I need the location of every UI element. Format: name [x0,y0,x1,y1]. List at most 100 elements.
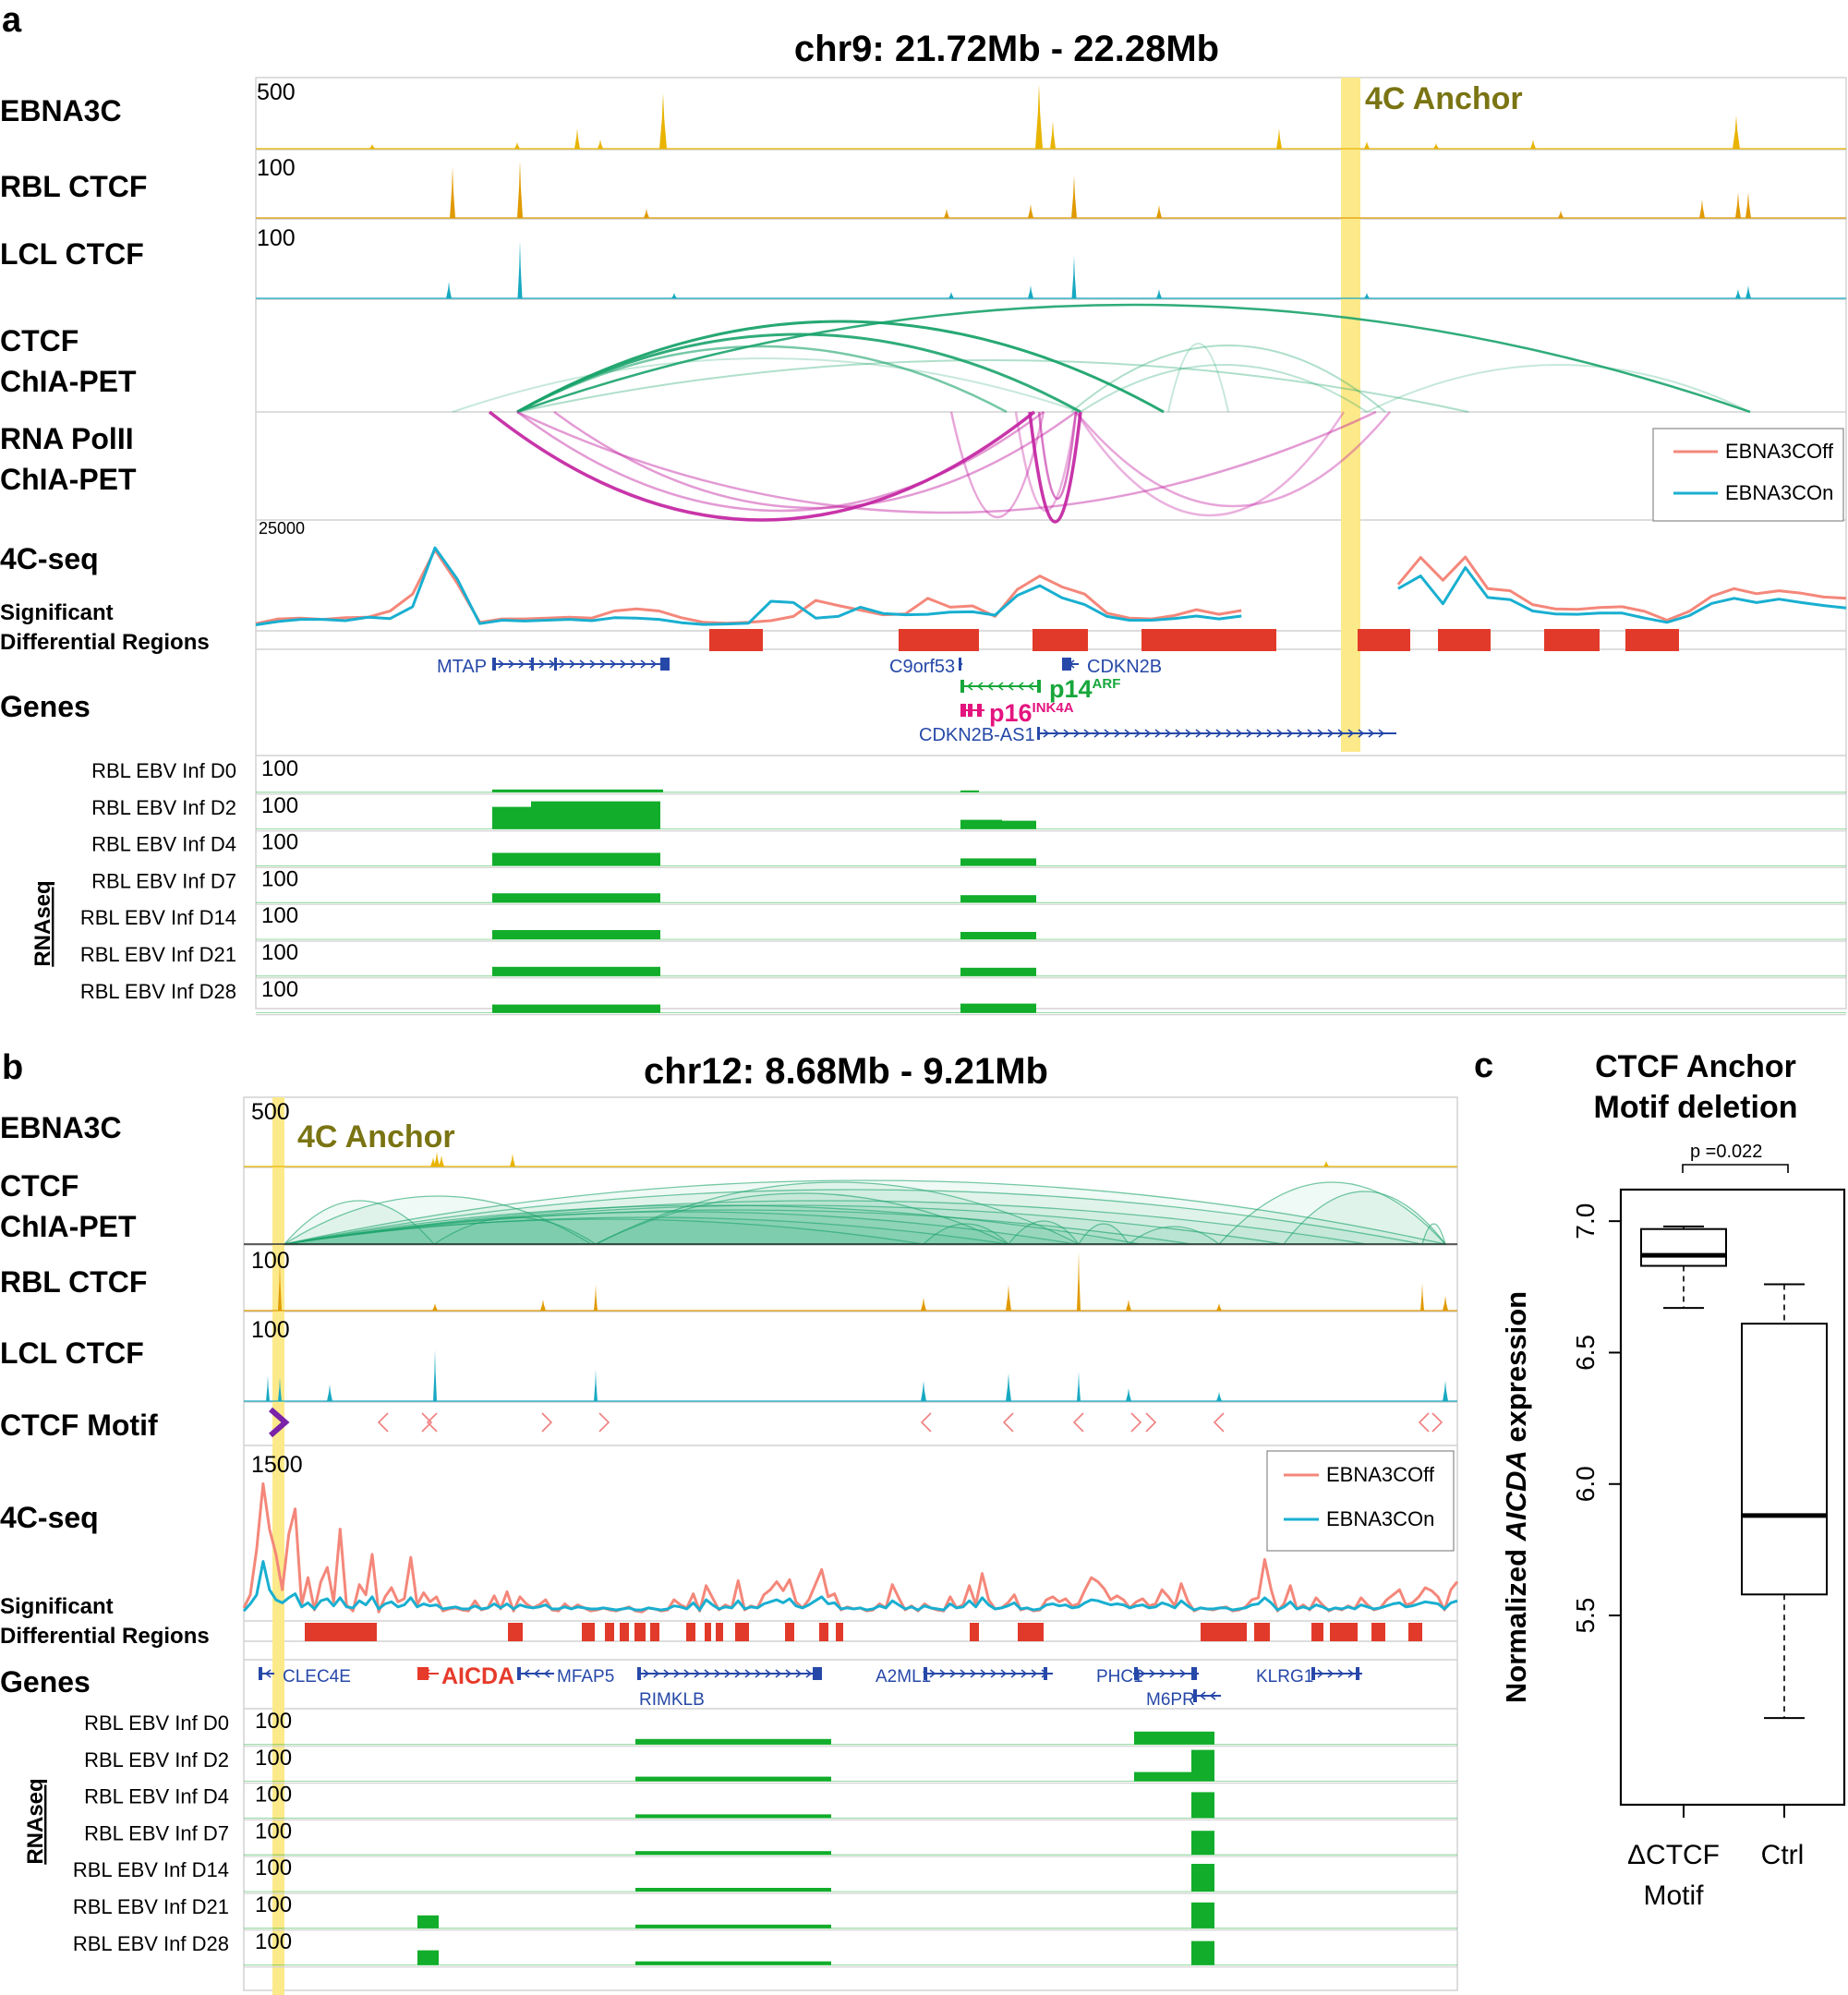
panel-b-frame [243,1096,1458,1991]
panel-c-y-axis: 5.5 6.0 6.5 7.0 [1571,1203,1622,1634]
a-rnaseq-row-scale: 100 [261,940,298,965]
gene-cdkn2b-as1-arrow-icon [1175,729,1182,738]
a-rnaseq-expression-block [492,1004,660,1013]
gene-rimklb-exon [813,1667,822,1680]
ctcf-chiapet-arc [1167,343,1229,413]
b-rnaseq-row-scale: 100 [255,1709,292,1734]
a-rnaseq-row-scale: 100 [261,793,298,818]
a-rnaseq-row-scale: 100 [261,977,298,1002]
b-lcl-peak [1216,1392,1222,1401]
b-rnaseq-expression-block [635,1961,831,1965]
b-rnaseq-row-label: RBL EBV Inf D14 [73,1858,229,1881]
panel-c: c CTCF Anchor Motif deletion Normalized … [1474,1046,1846,1911]
a-fourc-label: 4C-seq [0,542,99,575]
a-rbl-peak [1558,211,1564,218]
gene-a2ml1-arrow-icon [980,1669,987,1678]
a-ebna3c-peak [1035,84,1043,149]
gene-cdkn2b-as1-arrow-icon [1368,729,1375,738]
gene-rimklb-arrow-icon [694,1669,701,1678]
b-rnaseq-row-label: RBL EBV Inf D2 [84,1748,229,1771]
gene-label-a2ml1: A2ML1 [876,1667,931,1687]
panel-c-boxes [1640,1225,1828,1720]
gene-label-p14: p14ARF [1049,675,1120,703]
b-ebna3c-peak [510,1154,515,1167]
a-rnaseq-row-label: RBL EBV Inf D0 [91,759,236,782]
gene-label-p14-name: p14 [1049,675,1093,703]
b-rbl-peak [1006,1285,1011,1311]
b-rbl-peak [1126,1300,1131,1311]
gene-cdkn2b-as1-arrow-icon [1185,729,1192,738]
ctcf-motif-icon [1418,1412,1430,1433]
gene-label-rimklb: RIMKLB [639,1690,705,1710]
significant-region [508,1623,523,1641]
ctcf-chiapet-arc [431,1216,598,1245]
gene-klrg1-arrow-icon [1347,1669,1355,1678]
a-ebna3c-peak [598,139,603,149]
b-lcl-peak [278,1377,282,1401]
gene-a2ml1-arrow-icon [990,1669,997,1678]
b-rbl-peak [594,1285,598,1311]
a-rnaseq-expression-block [492,930,660,939]
ctcf-motif-icon [1145,1412,1157,1433]
gene-cdkn2b-as1-arrow-icon [1165,729,1172,738]
gene-p14-arrow-icon [986,682,994,691]
gene-mtap-arrow-icon [508,659,515,669]
a-fourc-scale: 25000 [259,519,305,538]
gene-m6pr-arrow-icon [1209,1691,1216,1700]
gene-label-phc1: PHC1 [1096,1667,1143,1687]
significant-region [1438,629,1491,651]
ctcf-motif-icon [598,1412,610,1433]
b-genes-track: CLEC4E AICDA MFAP5 RIMKLB A2ML1 PHC1 M6P… [259,1663,1362,1710]
ctcf-chiapet-arc [1127,1226,1221,1245]
a-rnaseq-row-label: RBL EBV Inf D4 [91,833,236,856]
a-rnaseq-expression-block [960,790,979,792]
gene-label-p16-name: p16 [989,699,1033,727]
gene-a2ml1-arrow-icon [949,1669,957,1678]
b-fourc-scale: 1500 [251,1452,303,1478]
gene-cdkn2b-as1-arrow-icon [1317,729,1324,738]
gene-cdkn2b-as1-arrow-icon [1073,729,1081,738]
gene-rimklb-arrow-icon [643,1669,650,1678]
significant-region [1625,629,1679,651]
polii-chiapet-arc [553,410,1077,510]
a-rnaseq-row-scale: 100 [261,903,298,928]
a-rnaseq-group-label: RNAseq [30,880,55,966]
panel-c-xlabel-1a: ΔCTCF [1627,1840,1720,1870]
panel-c-ylabel-pre: Normalized [1500,1541,1532,1703]
significant-region [1033,629,1088,651]
gene-rimklb-arrow-icon [714,1669,721,1678]
panel-a-anchor-label: 4C Anchor [1365,81,1523,116]
gene-cdkn2b-as1-arrow-icon [1256,729,1263,738]
a-lcl-ctcf-scale: 100 [257,225,296,251]
b-rnaseq-expression-block [1191,1864,1214,1892]
a-rnaseq-expression-block [960,895,1036,903]
panel-b-title: chr12: 8.68Mb - 9.21Mb [644,1051,1048,1092]
ctcf-motif-icon [1130,1412,1142,1433]
gene-cdkn2b-as1-arrow-icon [1297,729,1304,738]
a-lcl-peak [517,241,523,298]
gene-phc1-exon [1191,1667,1197,1680]
gene-mtap-exon [554,658,557,671]
gene-cdkn2b-as1-arrow-icon [1358,729,1365,738]
a-ebna3c-peak [1530,139,1536,149]
a-lcl-ctcf-label: LCL CTCF [0,237,144,271]
b-lcl-peak [266,1375,270,1401]
gene-p14-exon [1037,680,1041,693]
gene-label-clec4e: CLEC4E [283,1667,351,1687]
gene-p16-exon [968,704,972,717]
b-rnaseq-row-label: RBL EBV Inf D0 [84,1711,229,1735]
a-lcl-ctcf-track [256,241,1846,299]
significant-region [1358,629,1410,651]
gene-p14-arrow-icon [996,682,1004,691]
b-rnaseq-expression-block [1134,1731,1214,1745]
ctcf-chiapet-arc [284,1211,1077,1245]
b-rnaseq-row-scale: 100 [255,1856,292,1880]
y-tick-label: 7.0 [1571,1203,1600,1239]
gene-rimklb-arrow-icon [683,1669,691,1678]
gene-clec4e-exon [259,1667,262,1680]
a-rbl-peak [1028,204,1033,218]
b-rnaseq-tracks: RBL EBV Inf D0 100 RBL EBV Inf D2 100 RBL EB… [73,1709,1457,1968]
a-lcl-peak [1735,289,1741,298]
b-rnaseq-expression-block [635,1888,831,1892]
